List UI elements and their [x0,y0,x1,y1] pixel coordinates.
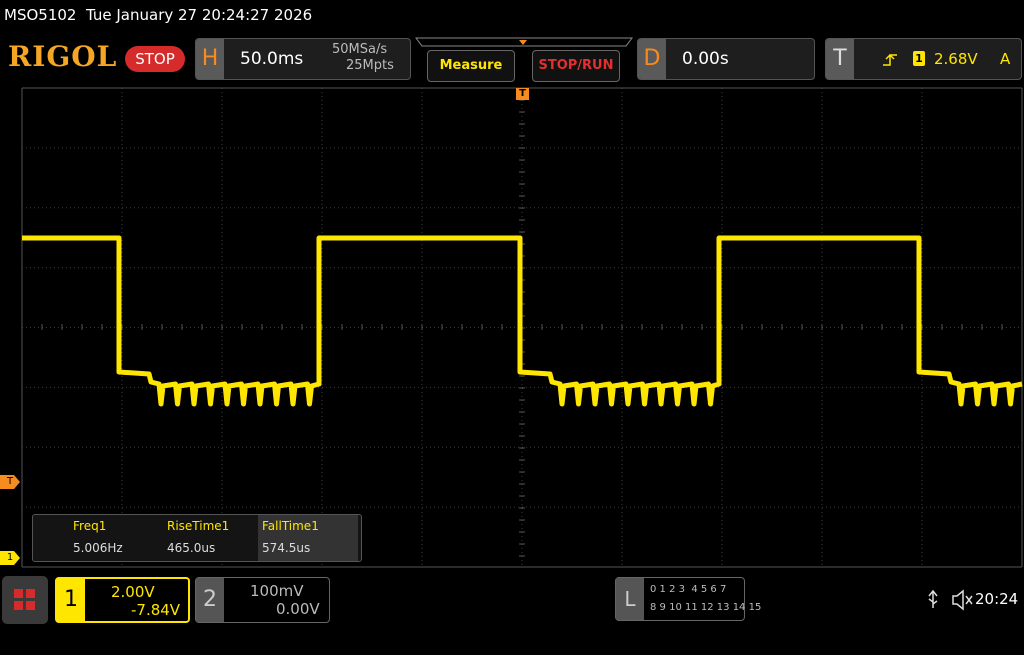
channel1-offset: -7.84V [131,601,181,619]
measurement-panel: Freq1 5.006Hz RiseTime1 465.0us FallTime1 574… [32,514,362,562]
measurement-label: RiseTime1 [167,519,230,533]
sample-rate: 50MSa/s [332,42,388,57]
memory-depth: 25Mpts [346,58,394,73]
timebase: 50.0ms [240,49,304,69]
waveform-area [21,37,1023,568]
menu-button[interactable] [2,576,48,624]
trigger-panel[interactable]: T 1 2.68V A [825,38,1022,80]
channel1-number: 1 [57,579,85,621]
logic-row1: 0 1 2 3 4 5 6 7 [650,584,727,595]
logic-panel[interactable]: L 0 1 2 3 4 5 6 7 8 9 10 11 12 13 14 15 [615,577,761,621]
memory-position [519,40,527,45]
horizontal-label: H [196,39,224,79]
status-icons [928,589,973,611]
run-state[interactable]: STOP [125,46,185,72]
delay-panel[interactable]: D 0.00s [637,38,815,80]
measurement-label: FallTime1 [262,519,319,533]
clock: 20:24 [975,590,1019,608]
measure-button[interactable]: Measure [427,50,515,82]
measurement-highlight [258,515,358,561]
trigger-level-marker[interactable]: T [0,475,20,489]
scope-screen: MSO5102 Tue January 27 20:24:27 2026 RIG… [0,6,1023,624]
trigger-label: T [826,39,854,79]
trigger-edge-icon [883,53,897,66]
trigger-level: 2.68V [934,50,978,68]
trigger-source: 1 [913,51,925,66]
delay-label: D [638,39,666,79]
status-line: MSO5102 Tue January 27 20:24:27 2026 [4,6,313,24]
stop-run-button[interactable]: STOP/RUN [532,50,620,82]
trigger-mode: A [1000,50,1011,68]
logic-row2: 8 9 10 11 12 13 14 15 [650,602,762,613]
channel2-scale: 100mV [250,582,304,600]
channel2-offset: 0.00V [276,600,320,618]
menu-icon [14,589,35,610]
trigger-position-marker[interactable]: T [516,88,529,100]
memory-bar [415,37,633,47]
channel2-number: 2 [196,578,224,622]
delay-value: 0.00s [682,49,729,69]
measurement-value: 574.5us [262,541,311,555]
measurement-value: 5.006Hz [73,541,123,555]
channel1-scale: 2.00V [111,583,155,601]
logo: RIGOL [8,40,118,73]
channel1-panel[interactable]: 1 2.00V -7.84V [55,577,190,623]
measurement-label: Freq1 [73,519,107,533]
channel2-panel[interactable]: 2 100mV 0.00V [195,577,330,623]
horizontal-panel[interactable]: H 50.0ms 50MSa/s 25Mpts [195,38,411,80]
logic-label: L [616,578,644,620]
measurement-value: 465.0us [167,541,216,555]
channel1-marker[interactable]: 1 [0,551,20,565]
channel1-waveform [22,235,1023,407]
